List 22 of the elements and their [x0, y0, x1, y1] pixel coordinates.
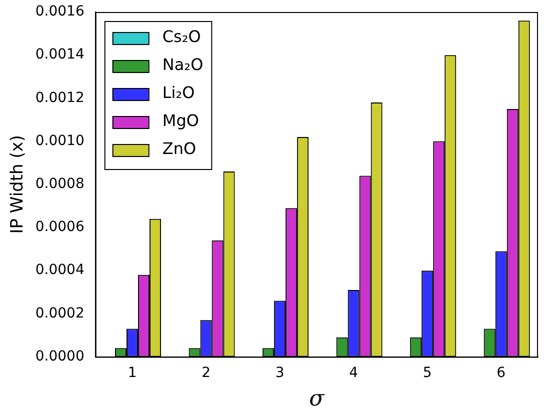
x-tick-label: 1 — [128, 364, 137, 381]
y-axis-title: IP Width (x) — [8, 135, 28, 234]
x-tick-label: 3 — [275, 364, 284, 381]
x-axis-title: σ — [309, 386, 326, 412]
y-tick-label: 0.0008 — [35, 176, 84, 192]
legend-label: Cs₂O — [162, 27, 201, 46]
legend-label: Li₂O — [162, 83, 195, 102]
legend-label: MgO — [162, 111, 199, 130]
x-tick-label: 5 — [422, 364, 432, 381]
y-tick-label: 0.0010 — [35, 132, 84, 149]
x-tick-label: 4 — [349, 364, 358, 381]
legend-label: Na₂O — [162, 55, 204, 74]
y-tick-label: 0.0002 — [35, 305, 84, 322]
x-tick-label: 6 — [496, 364, 506, 381]
x-tick-label: 2 — [202, 364, 210, 381]
legend-label: ZnO — [162, 139, 196, 158]
y-tick-label: 0.0012 — [35, 90, 84, 106]
y-tick-label: 0.0014 — [35, 46, 84, 63]
y-tick-label: 0.0016 — [35, 4, 84, 20]
y-tick-label: 0.0000 — [35, 348, 84, 364]
y-tick-label: 0.0006 — [35, 219, 84, 236]
y-tick-label: 0.0004 — [35, 262, 84, 278]
